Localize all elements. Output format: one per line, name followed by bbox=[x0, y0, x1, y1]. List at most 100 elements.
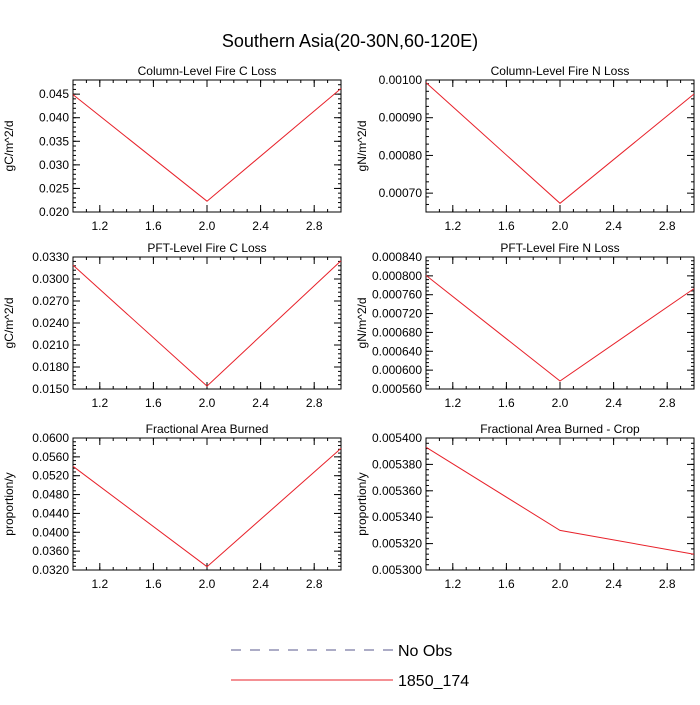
y-tick-label: 0.025 bbox=[39, 181, 69, 195]
y-tick-label: 0.045 bbox=[39, 87, 69, 101]
x-tick-label: 1.6 bbox=[498, 577, 515, 591]
x-tick-label: 1.2 bbox=[444, 219, 461, 233]
panel-title: PFT-Level Fire C Loss bbox=[147, 241, 266, 255]
plot-frame bbox=[72, 256, 342, 390]
panel-title: PFT-Level Fire N Loss bbox=[500, 241, 619, 255]
panel-title: Column-Level Fire N Loss bbox=[491, 64, 630, 78]
legend-item: No Obs bbox=[231, 643, 452, 660]
plot-frame bbox=[72, 79, 342, 213]
y-tick-label: 0.005300 bbox=[372, 563, 422, 577]
legend: No Obs 1850_174 bbox=[231, 643, 469, 690]
y-tick-label: 0.005400 bbox=[372, 431, 422, 445]
x-tick-label: 1.2 bbox=[91, 219, 108, 233]
series-line-1850_174 bbox=[72, 88, 342, 202]
y-tick-label: 0.0300 bbox=[32, 272, 69, 286]
y-tick-label: 0.000760 bbox=[372, 288, 422, 302]
panel-4: PFT-Level Fire N Loss gN/m^2/d 1.2 1.6 2.0 2.… bbox=[355, 241, 695, 410]
x-tick-label: 2.8 bbox=[306, 219, 323, 233]
y-tick-label: 0.030 bbox=[39, 158, 69, 172]
x-tick-label: 2.0 bbox=[199, 219, 216, 233]
y-tick-label: 0.0560 bbox=[32, 450, 69, 464]
x-tick-label: 2.4 bbox=[605, 577, 622, 591]
y-tick-label: 0.0270 bbox=[32, 294, 69, 308]
x-tick-label: 2.8 bbox=[659, 219, 676, 233]
y-tick-label: 0.020 bbox=[39, 205, 69, 219]
y-axis-label: gC/m^2/d bbox=[2, 298, 16, 349]
y-tick-label: 0.00090 bbox=[379, 111, 423, 125]
series-line-1850_174 bbox=[425, 275, 695, 382]
x-tick-label: 2.8 bbox=[306, 396, 323, 410]
x-tick-label: 1.2 bbox=[91, 577, 108, 591]
y-tick-label: 0.0150 bbox=[32, 382, 69, 396]
series-line-1850_174 bbox=[425, 446, 695, 555]
y-tick-label: 0.000800 bbox=[372, 269, 422, 283]
x-tick-label: 2.4 bbox=[252, 219, 269, 233]
x-tick-label: 1.6 bbox=[145, 577, 162, 591]
x-tick-label: 2.0 bbox=[552, 577, 569, 591]
panel-2: Column-Level Fire N Loss gN/m^2/d 1.2 1.6 2.… bbox=[355, 64, 695, 233]
y-tick-label: 0.0320 bbox=[32, 563, 69, 577]
x-tick-label: 1.6 bbox=[145, 396, 162, 410]
y-tick-label: 0.00080 bbox=[379, 148, 423, 162]
y-axis-label: gN/m^2/d bbox=[355, 298, 369, 349]
y-tick-label: 0.0400 bbox=[32, 525, 69, 539]
panel-title: Column-Level Fire C Loss bbox=[138, 64, 277, 78]
series-line-1850_174 bbox=[425, 82, 695, 204]
x-tick-label: 1.2 bbox=[91, 396, 108, 410]
y-tick-label: 0.000720 bbox=[372, 307, 422, 321]
y-tick-label: 0.000640 bbox=[372, 344, 422, 358]
y-tick-label: 0.035 bbox=[39, 134, 69, 148]
y-tick-label: 0.000600 bbox=[372, 363, 422, 377]
plot-frame bbox=[425, 256, 695, 390]
figure-title: Southern Asia(20-30N,60-120E) bbox=[222, 31, 478, 51]
panel-title: Fractional Area Burned - Crop bbox=[480, 422, 640, 436]
panel-6: Fractional Area Burned - Crop proportion/… bbox=[355, 422, 695, 591]
y-tick-label: 0.005380 bbox=[372, 457, 422, 471]
x-tick-label: 1.6 bbox=[498, 219, 515, 233]
y-axis-label: proportion/y bbox=[355, 472, 369, 535]
x-tick-label: 2.8 bbox=[659, 577, 676, 591]
x-tick-label: 2.0 bbox=[552, 219, 569, 233]
x-tick-label: 2.0 bbox=[552, 396, 569, 410]
series-line-1850_174 bbox=[72, 260, 342, 387]
y-tick-label: 0.000560 bbox=[372, 382, 422, 396]
y-tick-label: 0.0240 bbox=[32, 316, 69, 330]
y-tick-label: 0.0480 bbox=[32, 488, 69, 502]
plot-frame bbox=[72, 437, 342, 571]
panel-title: Fractional Area Burned bbox=[146, 422, 269, 436]
x-tick-label: 1.2 bbox=[444, 396, 461, 410]
panel-5: Fractional Area Burned proportion/y 1.2 1.6… bbox=[2, 422, 342, 591]
y-tick-label: 0.0440 bbox=[32, 506, 69, 520]
series-line-1850_174 bbox=[72, 448, 342, 568]
y-tick-label: 0.0600 bbox=[32, 431, 69, 445]
y-tick-label: 0.005340 bbox=[372, 510, 422, 524]
x-tick-label: 2.4 bbox=[605, 396, 622, 410]
y-axis-label: proportion/y bbox=[2, 472, 16, 535]
y-tick-label: 0.00100 bbox=[379, 73, 423, 87]
x-tick-label: 1.6 bbox=[498, 396, 515, 410]
y-tick-label: 0.005360 bbox=[372, 484, 422, 498]
legend-label: 1850_174 bbox=[398, 673, 469, 690]
y-tick-label: 0.00070 bbox=[379, 186, 423, 200]
panel-grid: Column-Level Fire C Loss gC/m^2/d 1.2 1.6 2.… bbox=[2, 64, 695, 591]
y-axis-label: gN/m^2/d bbox=[355, 121, 369, 172]
x-tick-label: 2.8 bbox=[659, 396, 676, 410]
y-tick-label: 0.0330 bbox=[32, 250, 69, 264]
legend-item: 1850_174 bbox=[231, 673, 469, 690]
y-tick-label: 0.040 bbox=[39, 111, 69, 125]
plot-frame bbox=[425, 437, 695, 571]
x-tick-label: 1.2 bbox=[444, 577, 461, 591]
y-tick-label: 0.000680 bbox=[372, 325, 422, 339]
y-tick-label: 0.000840 bbox=[372, 250, 422, 264]
x-tick-label: 2.8 bbox=[306, 577, 323, 591]
x-tick-label: 1.6 bbox=[145, 219, 162, 233]
x-tick-label: 2.4 bbox=[252, 577, 269, 591]
x-tick-label: 2.4 bbox=[252, 396, 269, 410]
plot-frame bbox=[425, 79, 695, 213]
y-tick-label: 0.0360 bbox=[32, 544, 69, 558]
y-tick-label: 0.0520 bbox=[32, 469, 69, 483]
panel-3: PFT-Level Fire C Loss gC/m^2/d 1.2 1.6 2.0 2.… bbox=[2, 241, 342, 410]
x-tick-label: 2.0 bbox=[199, 396, 216, 410]
